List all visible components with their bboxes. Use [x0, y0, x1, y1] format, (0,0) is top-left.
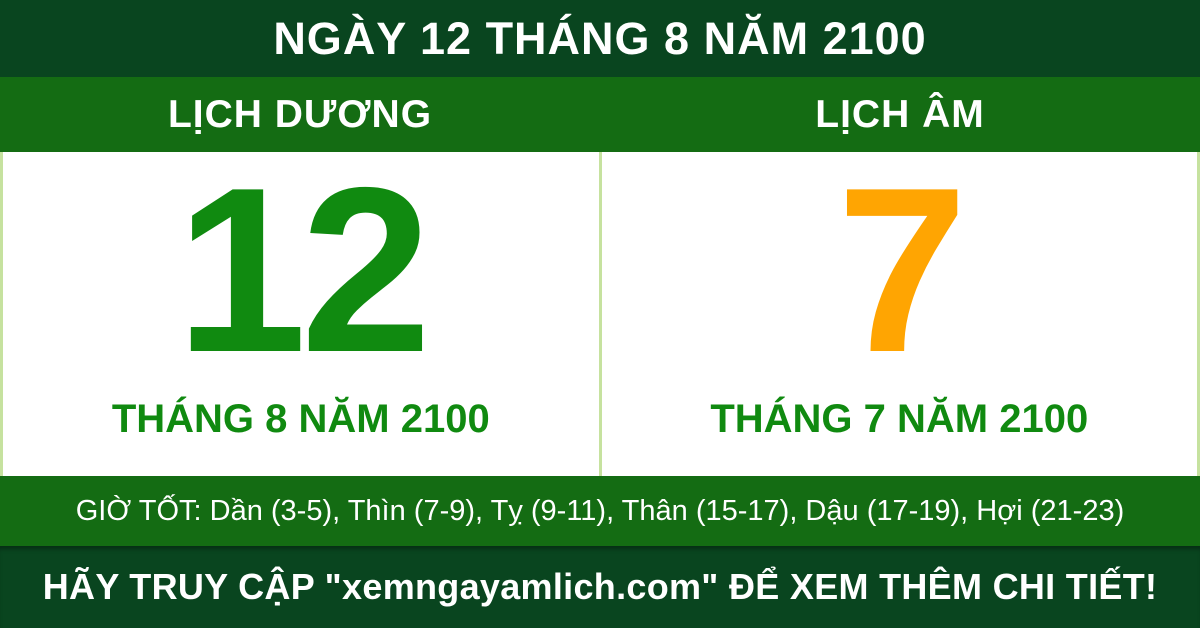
- solar-panel: 12 THÁNG 8 NĂM 2100: [3, 152, 599, 476]
- solar-calendar-header: LỊCH DƯƠNG: [167, 92, 433, 136]
- date-title: NGÀY 12 THÁNG 8 NĂM 2100: [273, 12, 927, 64]
- lunar-calendar-header: LỊCH ÂM: [815, 92, 985, 136]
- lunar-panel: 7 THÁNG 7 NĂM 2100: [602, 152, 1198, 476]
- date-header-bar: NGÀY 12 THÁNG 8 NĂM 2100: [0, 0, 1200, 77]
- solar-month-year: THÁNG 8 NĂM 2100: [111, 397, 490, 441]
- lunar-day-number: 7: [836, 138, 968, 401]
- lunar-month-year: THÁNG 7 NĂM 2100: [710, 397, 1089, 441]
- calendar-body: 12 THÁNG 8 NĂM 2100 7 THÁNG 7 NĂM 2100: [0, 152, 1200, 476]
- solar-day-number: 12: [176, 138, 431, 401]
- good-hours-bar: GIỜ TỐT: Dần (3-5), Thìn (7-9), Tỵ (9-11…: [0, 476, 1200, 546]
- good-hours-text: GIỜ TỐT: Dần (3-5), Thìn (7-9), Tỵ (9-11…: [75, 494, 1125, 527]
- column-divider: [598, 152, 602, 476]
- footer-bar: HÃY TRUY CẬP "xemngayamlich.com" ĐỂ XEM …: [0, 546, 1200, 628]
- footer-cta-text: HÃY TRUY CẬP "xemngayamlich.com" ĐỂ XEM …: [42, 566, 1158, 607]
- calendar-type-bar: LỊCH DƯƠNG LỊCH ÂM: [0, 77, 1200, 152]
